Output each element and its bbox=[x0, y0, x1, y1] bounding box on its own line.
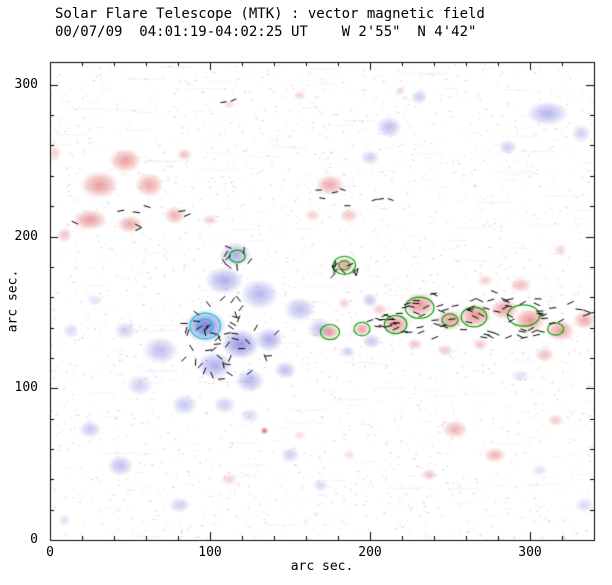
y-tick-label: 0 bbox=[30, 532, 38, 547]
figure-subtitle: 00/07/09 04:01:19-04:02:25 UT W 2'55" N … bbox=[55, 24, 477, 40]
figure-title: Solar Flare Telescope (MTK) : vector mag… bbox=[55, 6, 485, 22]
y-axis-label: arc sec. bbox=[5, 269, 21, 333]
x-tick-label: 200 bbox=[358, 545, 382, 560]
x-tick-label: 300 bbox=[518, 545, 542, 560]
y-tick-label: 200 bbox=[14, 228, 38, 244]
x-axis-label: arc sec. bbox=[290, 559, 354, 574]
x-tick-label: 100 bbox=[198, 545, 222, 560]
y-tick-label: 300 bbox=[14, 76, 38, 92]
x-tick-label: 0 bbox=[46, 545, 54, 560]
y-tick-label: 100 bbox=[14, 380, 38, 396]
